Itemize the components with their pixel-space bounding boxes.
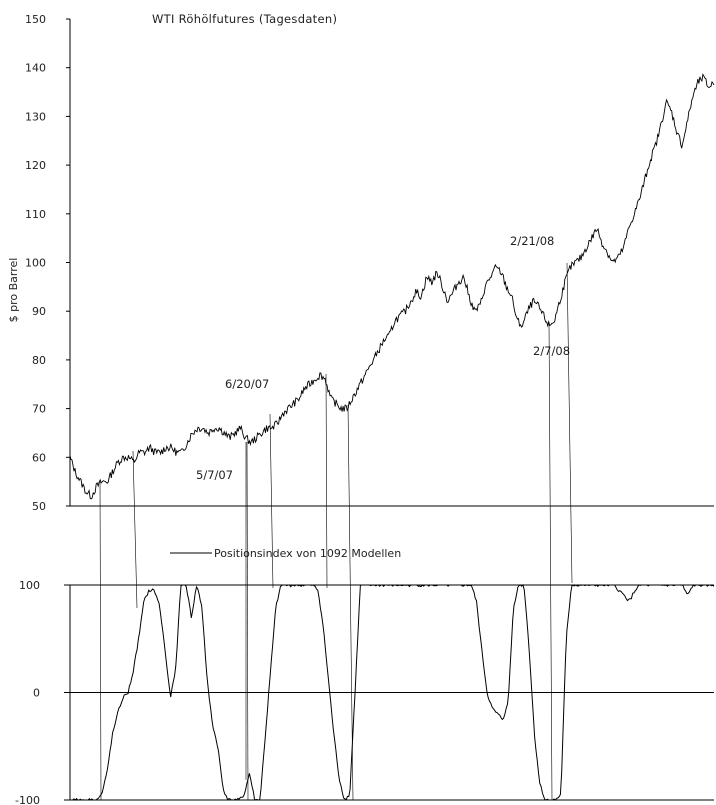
date-annotation: 5/7/07	[196, 468, 233, 482]
date-annotation: 2/7/08	[533, 344, 570, 358]
price-y-tick-label: 70	[32, 403, 46, 416]
positionsindex-series-line	[70, 584, 715, 801]
turn-connector-line	[566, 262, 573, 584]
turn-connector-line	[548, 321, 553, 801]
legend-label-positionsindex: Positionsindex von 1092 Modellen	[214, 547, 401, 560]
legend: Positionsindex von 1092 Modellen	[170, 547, 401, 560]
price-y-tick-label: 150	[25, 13, 46, 26]
price-y-tick-label: 60	[32, 451, 46, 464]
turn-connector-line	[325, 373, 328, 589]
turn-connector-line	[99, 481, 102, 801]
price-y-tick-label: 100	[25, 257, 46, 270]
price-y-tick-label: 90	[32, 305, 46, 318]
price-y-tick-label: 50	[32, 500, 46, 513]
price-y-tick-label: 140	[25, 62, 46, 75]
date-annotation: 2/21/08	[510, 234, 554, 248]
index-y-tick-label: 100	[19, 579, 40, 592]
price-chart-title: WTI Röhölfutures (Tagesdaten)	[152, 12, 337, 26]
turn-connector-line	[246, 441, 249, 801]
price-series-line	[69, 73, 715, 500]
price-y-tick-label: 130	[25, 110, 46, 123]
price-y-tick-label: 110	[25, 208, 46, 221]
turn-connector-line	[347, 404, 354, 801]
price-y-tick-label: 80	[32, 354, 46, 367]
turn-connector-line	[269, 413, 274, 589]
date-annotation: 6/20/07	[225, 377, 269, 391]
price-y-tick-label: 120	[25, 159, 46, 172]
turn-connector-line	[132, 450, 138, 609]
index-y-tick-label: 0	[33, 687, 40, 700]
index-y-tick-label: -100	[15, 794, 40, 805]
price-y-axis-label: $ pro Barrel	[7, 258, 20, 323]
